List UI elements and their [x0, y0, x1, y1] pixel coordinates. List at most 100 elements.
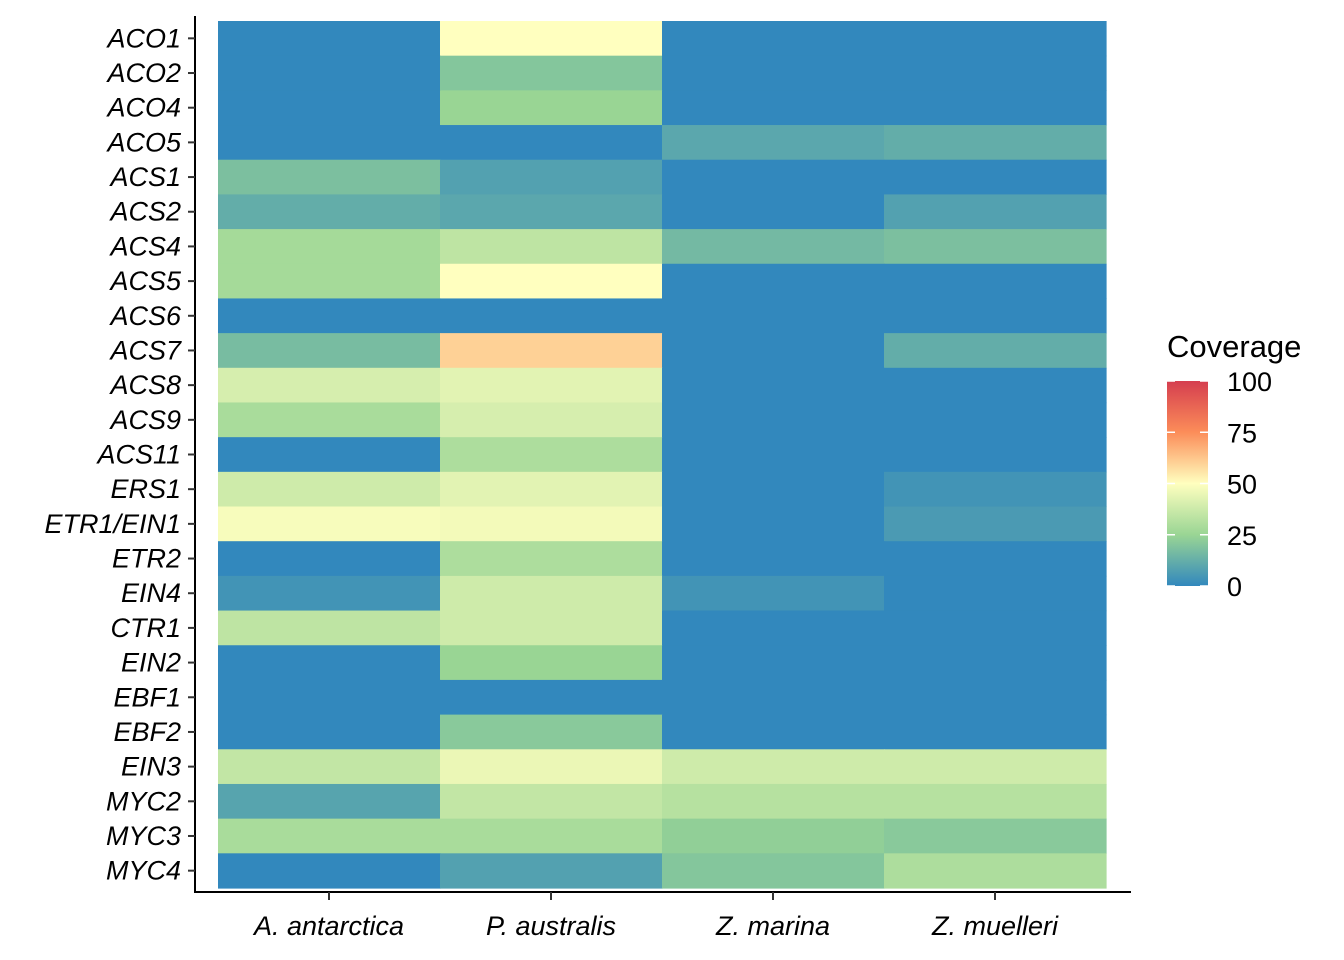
cell-acs2-a-antarctica [218, 194, 441, 230]
y-tick-label-ers1: ERS1 [110, 474, 181, 504]
cell-ein2-z-marina [662, 645, 885, 681]
cell-acs9-z-muelleri [884, 402, 1107, 438]
cell-acs6-z-muelleri [884, 298, 1107, 334]
cell-acs5-z-muelleri [884, 263, 1107, 300]
cell-acs6-z-marina [662, 298, 885, 334]
x-axis: A. antarctica P. australis Z. marina Z. mue… [194, 891, 1131, 941]
cell-acs9-a-antarctica [218, 402, 441, 438]
cell-acs8-z-marina [662, 367, 885, 404]
y-tick-label-aco1: ACO1 [105, 23, 181, 53]
cell-acs11-z-muelleri [884, 437, 1107, 473]
y-tick-label-myc2: MYC2 [106, 786, 181, 816]
cell-acs2-z-marina [662, 194, 885, 230]
cell-ebf1-p-australis [440, 679, 663, 716]
cell-acs4-p-australis [440, 229, 663, 265]
cell-acs6-a-antarctica [218, 298, 441, 334]
cell-aco5-a-antarctica [218, 125, 441, 161]
y-tick-label-ctr1: CTR1 [110, 613, 181, 643]
cell-acs7-z-marina [662, 333, 885, 369]
cell-etr1-ein1-a-antarctica [218, 506, 441, 542]
cell-aco2-z-marina [662, 55, 885, 91]
cell-myc2-z-muelleri [884, 783, 1107, 820]
y-tick-label-ein2: EIN2 [121, 648, 181, 678]
cell-aco4-p-australis [440, 90, 663, 126]
cell-acs2-p-australis [440, 194, 663, 230]
legend-tick-label-0: 0 [1227, 572, 1242, 602]
y-tick-label-etr2: ETR2 [112, 544, 181, 574]
cell-aco4-z-marina [662, 90, 885, 126]
cell-acs4-a-antarctica [218, 229, 441, 265]
cell-acs1-p-australis [440, 159, 663, 195]
y-tick-label-acs9: ACS9 [108, 405, 181, 435]
y-tick-label-acs2: ACS2 [108, 197, 181, 227]
cell-myc4-a-antarctica [218, 853, 441, 889]
cell-aco1-z-marina [662, 21, 885, 57]
cell-acs4-z-marina [662, 229, 885, 265]
legend-tick-label-50: 50 [1227, 470, 1257, 500]
y-axis: ACO1 ACO2 ACO4 ACO5 ACS1 ACS2 ACS4 ACS5 ACS6 ACS7… [44, 16, 196, 893]
cell-ein2-a-antarctica [218, 645, 441, 681]
cell-aco5-p-australis [440, 125, 663, 161]
cell-ein3-z-muelleri [884, 749, 1107, 785]
cell-etr1-ein1-z-muelleri [884, 506, 1107, 542]
cell-acs4-z-muelleri [884, 229, 1107, 265]
x-tick-label-z-marina: Z. marina [715, 911, 830, 941]
cell-ebf2-p-australis [440, 714, 663, 750]
cell-ein3-p-australis [440, 749, 663, 785]
cell-myc3-a-antarctica [218, 818, 441, 854]
x-tick-label-p-australis: P. australis [486, 911, 616, 941]
cell-acs9-p-australis [440, 402, 663, 438]
cell-aco5-z-marina [662, 125, 885, 161]
y-tick-label-ebf2: EBF2 [113, 717, 181, 747]
y-tick-label-ein4: EIN4 [121, 578, 181, 608]
cell-acs11-p-australis [440, 437, 663, 473]
cell-acs1-a-antarctica [218, 159, 441, 195]
y-tick-label-acs4: ACS4 [108, 231, 181, 261]
cell-ebf2-z-marina [662, 714, 885, 750]
x-tick-label-z-muelleri: Z. muelleri [931, 911, 1059, 941]
cell-ebf1-z-marina [662, 679, 885, 716]
cell-myc2-a-antarctica [218, 783, 441, 820]
x-tick-label-a-antarctica: A. antarctica [252, 911, 404, 941]
cell-ein3-z-marina [662, 749, 885, 785]
cell-aco4-z-muelleri [884, 90, 1107, 126]
cell-myc4-p-australis [440, 853, 663, 889]
cell-ctr1-z-muelleri [884, 610, 1107, 646]
cell-ctr1-p-australis [440, 610, 663, 646]
cell-ein2-p-australis [440, 645, 663, 681]
cell-aco2-p-australis [440, 55, 663, 91]
cell-etr1-ein1-p-australis [440, 506, 663, 542]
cell-etr2-z-marina [662, 541, 885, 577]
cell-acs1-z-marina [662, 159, 885, 195]
y-tick-label-acs8: ACS8 [108, 370, 181, 400]
cell-ebf1-z-muelleri [884, 679, 1107, 716]
cell-ein4-z-muelleri [884, 575, 1107, 612]
y-tick-label-acs1: ACS1 [108, 162, 181, 192]
cell-myc2-z-marina [662, 783, 885, 820]
cell-acs7-a-antarctica [218, 333, 441, 369]
y-tick-label-aco2: ACO2 [105, 58, 181, 88]
y-tick-label-ebf1: EBF1 [113, 682, 181, 712]
cell-myc3-p-australis [440, 818, 663, 854]
cell-aco2-z-muelleri [884, 55, 1107, 91]
cell-acs9-z-marina [662, 402, 885, 438]
cell-acs11-z-marina [662, 437, 885, 473]
cell-ebf2-a-antarctica [218, 714, 441, 750]
cell-myc2-p-australis [440, 783, 663, 820]
cell-ctr1-a-antarctica [218, 610, 441, 646]
y-tick-label-aco5: ACO5 [105, 127, 182, 157]
y-tick-label-myc3: MYC3 [106, 821, 181, 851]
cell-acs7-p-australis [440, 333, 663, 369]
legend: Coverage 0 25 50 75 100 [1167, 329, 1301, 602]
cell-ers1-z-marina [662, 471, 885, 508]
cell-aco5-z-muelleri [884, 125, 1107, 161]
y-tick-label-etr1-ein1: ETR1/EIN1 [44, 509, 181, 539]
cell-ein3-a-antarctica [218, 749, 441, 785]
cell-myc4-z-muelleri [884, 853, 1107, 889]
cell-etr1-ein1-z-marina [662, 506, 885, 542]
cell-acs8-a-antarctica [218, 367, 441, 404]
cell-aco4-a-antarctica [218, 90, 441, 126]
cell-acs7-z-muelleri [884, 333, 1107, 369]
y-tick-label-aco4: ACO4 [105, 93, 181, 123]
cell-acs1-z-muelleri [884, 159, 1107, 195]
